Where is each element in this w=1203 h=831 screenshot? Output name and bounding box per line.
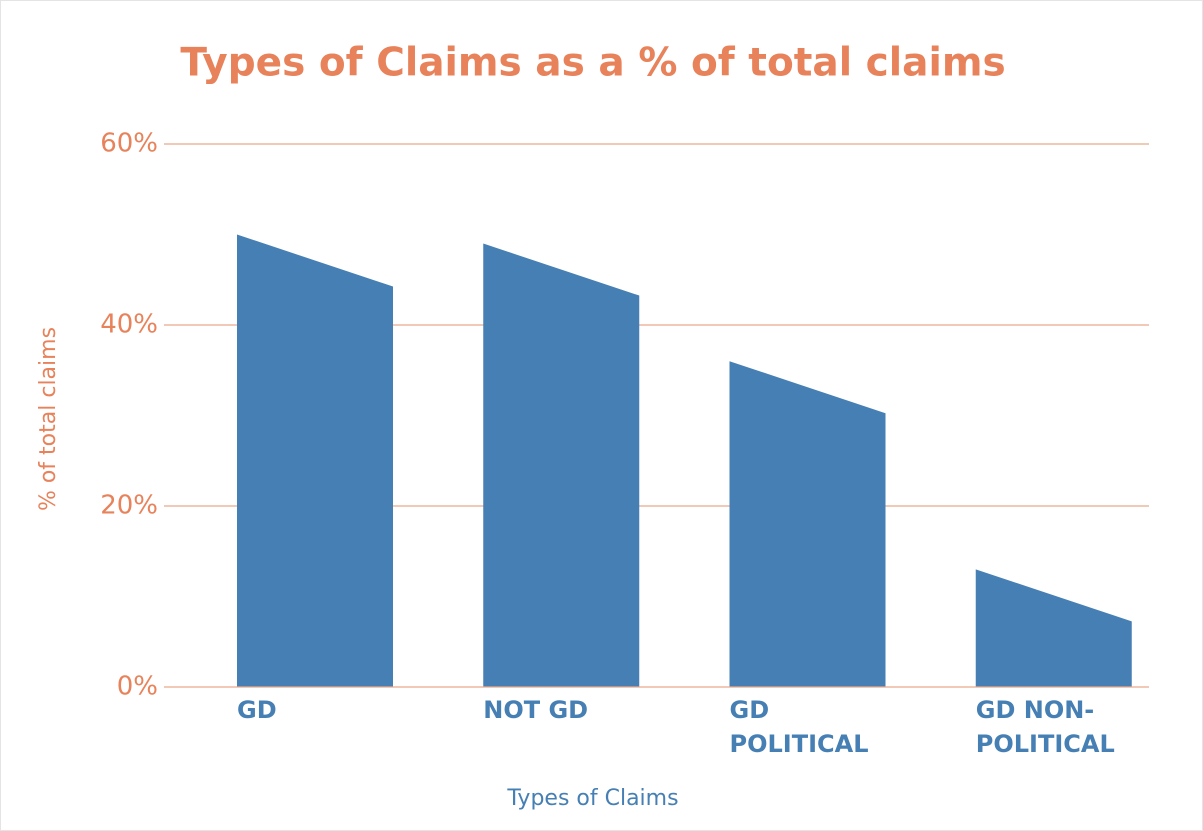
bar xyxy=(975,569,1132,687)
x-axis-label: Types of Claims xyxy=(506,786,678,811)
x-tick-label: GD POLITICAL xyxy=(729,696,869,758)
x-tick-label: GD xyxy=(237,696,277,724)
y-axis-label: % of total claims xyxy=(36,327,61,511)
bar xyxy=(483,243,640,688)
y-tick-label: 60% xyxy=(100,129,158,159)
y-tick-label: 20% xyxy=(100,491,158,521)
y-tick-label: 0% xyxy=(117,672,158,702)
chart-title: Types of Claims as a % of total claims xyxy=(180,41,1005,86)
bar xyxy=(237,234,393,687)
bar xyxy=(729,361,886,687)
x-tick-label: NOT GD xyxy=(483,696,589,724)
y-tick-label: 40% xyxy=(100,310,158,340)
x-tick-label: GD NON-POLITICAL xyxy=(975,696,1115,758)
